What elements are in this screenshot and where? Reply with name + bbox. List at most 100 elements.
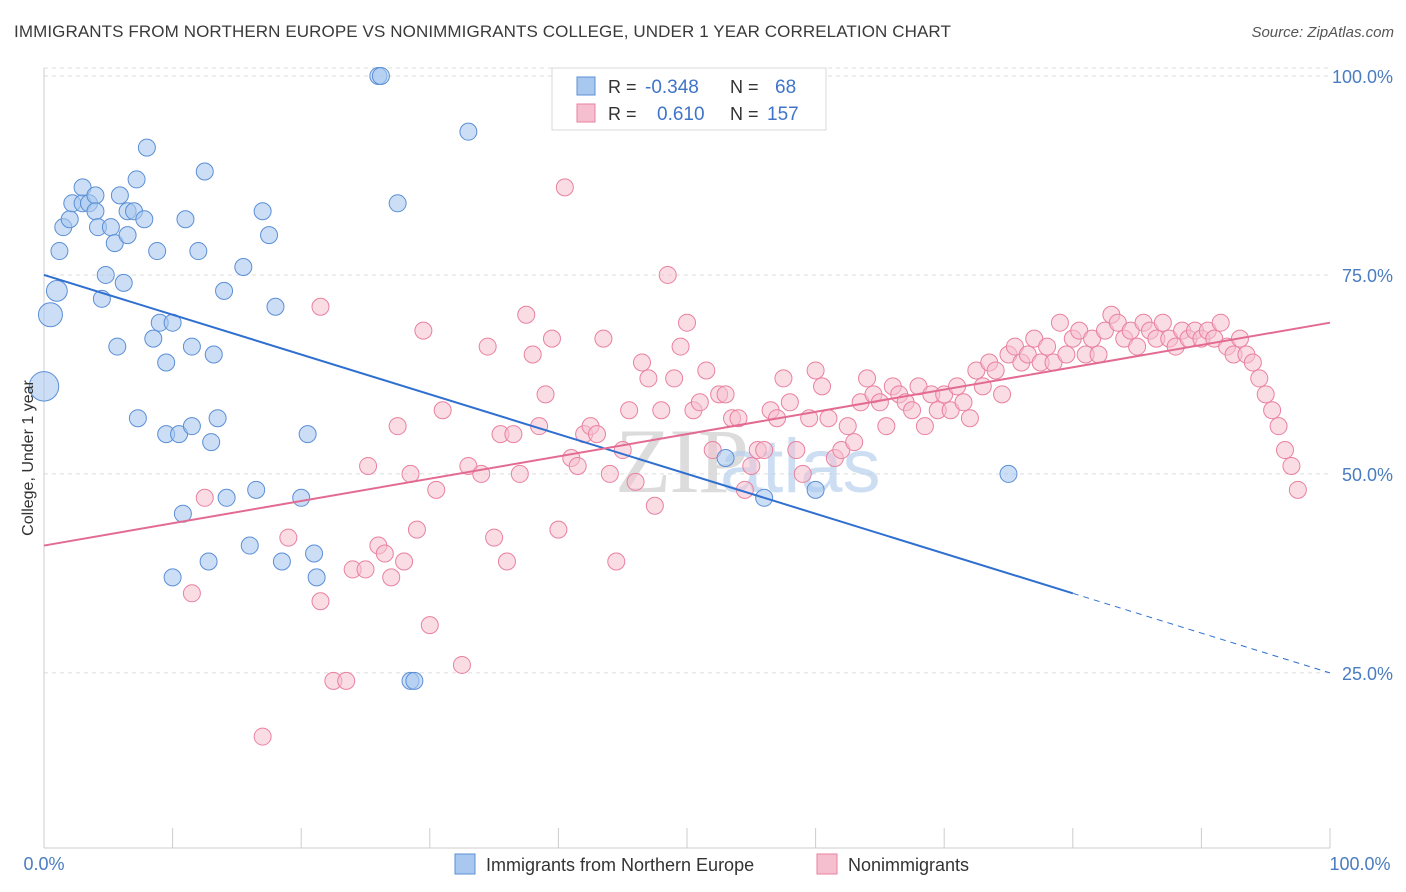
nonimmigrant-point-99 [954,393,973,412]
nonimmigrant-point-82 [845,433,864,452]
nonimmigrant-point-23 [459,456,478,475]
nonimmigrant-point-126 [1128,337,1147,356]
nonimmigrant-point-73 [787,441,806,460]
nonimmigrant-point-117 [1070,321,1089,340]
nonimmigrant-point-31 [517,305,536,324]
nonimmigrant-point-10 [359,456,378,475]
nonimmigrant-point-1 [195,488,214,507]
nonimmigrant-point-91 [903,401,922,420]
nonimmigrant-point-17 [407,520,426,539]
nonimmigrant-point-120 [1089,345,1108,364]
nonimmigrant-point-7 [337,671,356,690]
nonimmigrant-point-18 [414,321,433,340]
nonimmigrant-point-39 [568,456,587,475]
nonimmigrant-point-21 [433,401,452,420]
nonimmigrant-point-80 [832,441,851,460]
immigrant-point-36 [176,210,195,229]
nonimmigrant-point-66 [742,456,761,475]
legend-n-label-blue: N = [730,77,759,97]
immigrant-point-21 [118,226,137,245]
nonimmigrant-point-9 [356,560,375,579]
immigrants-points [28,66,1018,690]
immigrant-point-55 [298,425,317,444]
immigrant-point-27 [144,329,163,348]
immigrant-point-28 [148,242,167,261]
legend-swatch-blue [576,76,596,96]
nonimmigrant-point-115 [1057,345,1076,364]
immigrant-point-25 [135,210,154,229]
nonimmigrant-point-34 [536,385,555,404]
nonimmigrant-point-123 [1108,313,1127,332]
chart-title: IMMIGRANTS FROM NORTHERN EUROPE VS NONIM… [14,22,951,41]
immigrant-point-40 [195,162,214,181]
nonimmigrant-point-64 [729,409,748,428]
legend-r-value-pink: 0.610 [657,104,705,125]
nonimmigrant-point-14 [388,417,407,436]
nonimmigrant-point-19 [420,616,439,635]
nonimmigrant-point-104 [986,361,1005,380]
nonimmigrant-point-22 [452,655,471,674]
nonimmigrant-point-145 [1250,369,1269,388]
nonimmigrant-point-44 [600,464,619,483]
immigrant-point-23 [127,170,146,189]
nonimmigrant-point-58 [690,393,709,412]
immigrant-point-60 [388,194,407,213]
immigrant-point-48 [240,536,259,555]
nonimmigrant-point-130 [1153,313,1172,332]
immigrant-point-50 [253,202,272,221]
immigrant-point-26 [137,138,156,157]
x-tick-label-min: 0.0% [23,854,64,874]
nonimmigrant-point-13 [382,568,401,587]
immigrant-point-33 [163,568,182,587]
nonimmigrant-point-5 [311,297,330,316]
nonimmigrant-point-151 [1288,480,1307,499]
immigrant-point-39 [189,242,208,261]
nonimmigrant-point-20 [427,480,446,499]
nonimmigrant-point-139 [1211,313,1230,332]
nonimmigrant-point-114 [1050,313,1069,332]
nonimmigrant-point-28 [497,552,516,571]
trendlines [43,273,1331,674]
y-tick-label-3: 100.0% [1332,67,1393,87]
nonimmigrant-point-43 [594,329,613,348]
nonimmigrant-point-47 [620,401,639,420]
immigrant-point-54 [292,488,311,507]
immigrant-point-30 [157,353,176,372]
immigrant-point-41 [199,552,218,571]
bottom-legend-swatch-blue [454,853,476,875]
nonimmigrant-point-15 [395,552,414,571]
immigrant-point-46 [217,488,236,507]
immigrant-point-37 [182,417,201,436]
nonimmigrant-point-12 [375,544,394,563]
immigrant-point-38 [182,337,201,356]
immigrant-point-19 [114,273,133,292]
nonimmigrant-point-55 [671,337,690,356]
bottom-legend-swatch-pink [816,853,838,875]
nonimmigrant-point-62 [716,385,735,404]
immigrant-point-53 [272,552,291,571]
immigrant-point-15 [101,218,120,237]
legend-r-label-blue: R = [608,77,637,97]
immigrant-point-34 [170,425,189,444]
nonimmigrants-trendline [43,321,1331,547]
nonimmigrants-points [182,178,1307,746]
nonimmigrant-point-112 [1038,337,1057,356]
immigrants-trendline [43,273,1074,595]
immigrant-point-42 [202,433,221,452]
nonimmigrant-point-76 [806,361,825,380]
nonimmigrant-point-149 [1275,441,1294,460]
nonimmigrant-point-45 [607,552,626,571]
nonimmigrant-point-48 [626,472,645,491]
immigrant-point-57 [307,568,326,587]
nonimmigrant-point-51 [645,496,664,515]
nonimmigrant-point-84 [858,369,877,388]
nonimmigrant-point-93 [915,417,934,436]
nonimmigrant-point-77 [813,377,832,396]
nonimmigrant-point-146 [1256,385,1275,404]
legend-box [551,67,827,131]
immigrant-point-49 [247,480,266,499]
y-tick-label-1: 50.0% [1342,465,1393,485]
nonimmigrant-point-147 [1263,401,1282,420]
nonimmigrant-point-32 [523,345,542,364]
